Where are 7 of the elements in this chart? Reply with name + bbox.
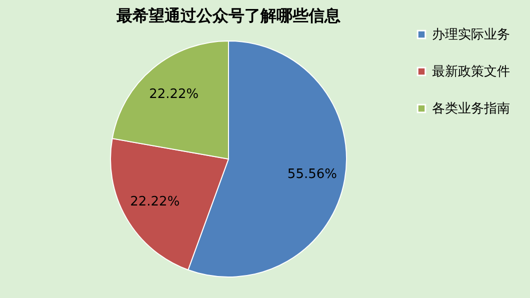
legend-label: 办理实际业务 bbox=[432, 26, 510, 42]
data-label: 22.22% bbox=[130, 194, 180, 210]
legend-label: 各类业务指南 bbox=[432, 100, 510, 116]
chart-title: 最希望通过公众号了解哪些信息 bbox=[116, 7, 342, 25]
legend-label: 最新政策文件 bbox=[432, 64, 510, 78]
data-label: 22.22% bbox=[149, 86, 199, 102]
data-label: 55.56% bbox=[287, 166, 337, 182]
